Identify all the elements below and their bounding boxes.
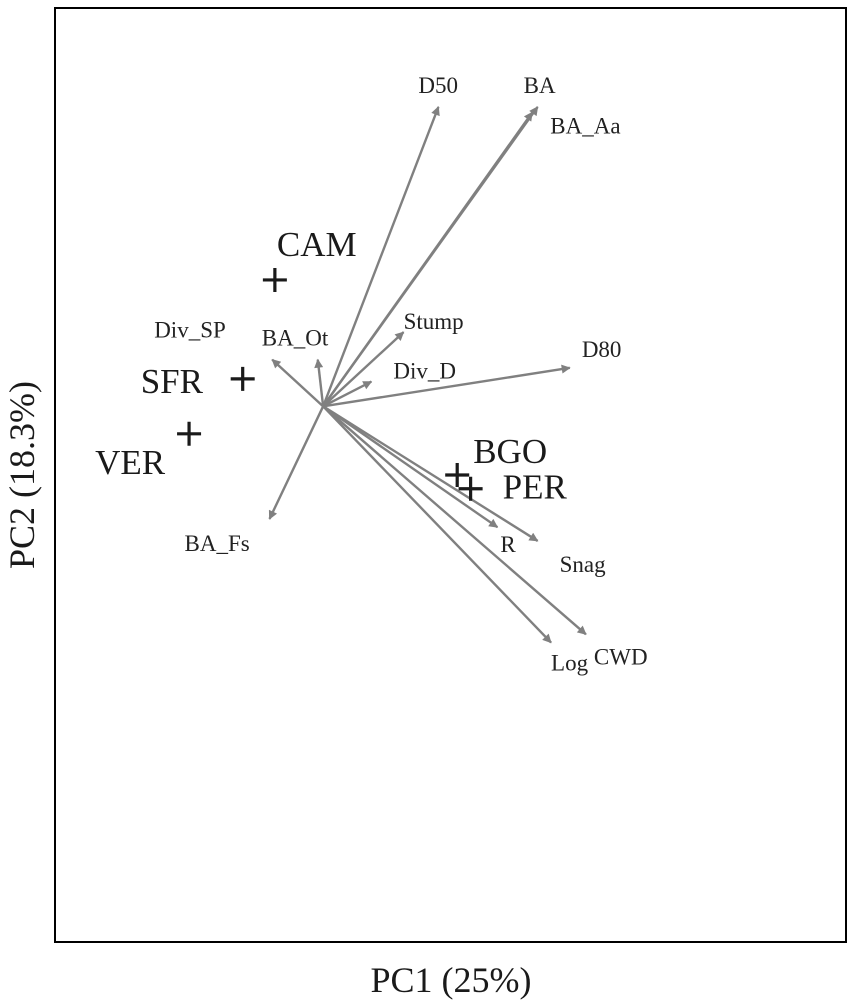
- loading-label-ba-ot: BA_Ot: [262, 326, 329, 351]
- loading-label-cwd: CWD: [594, 644, 648, 669]
- loading-label-d80: D80: [582, 337, 622, 362]
- loading-label-snag: Snag: [560, 552, 607, 577]
- site-label-per: PER: [503, 468, 568, 507]
- x-axis-label: PC1 (25%): [371, 960, 532, 1000]
- loading-label-stump: Stump: [404, 309, 464, 334]
- loading-arrow-div-d: [322, 380, 373, 408]
- loading-arrow-r: [322, 405, 499, 529]
- loading-arrow-log: [322, 405, 552, 644]
- site-marker-bgo: [445, 463, 470, 487]
- y-axis-label: PC2 (18.3%): [2, 381, 42, 569]
- loading-arrow-cwd: [322, 405, 587, 636]
- loading-label-r: R: [500, 532, 516, 557]
- loading-arrow-ba-fs: [268, 405, 325, 520]
- loading-label-ba-fs: BA_Fs: [185, 531, 250, 556]
- site-marker-per: [458, 476, 483, 501]
- loading-label-ba-aa: BA_Aa: [550, 113, 620, 138]
- loading-label-div-d: Div_D: [393, 359, 456, 384]
- site-marker-cam: [262, 267, 287, 292]
- site-marker-ver: [177, 421, 202, 446]
- loading-arrow-stump: [322, 331, 405, 408]
- loading-arrow-d50: [322, 106, 440, 407]
- site-label-cam: CAM: [277, 225, 357, 264]
- loading-arrows: D50 BA BA_Aa Stump D80 Div_D BA_Ot Div_SP BA_Fs R…: [154, 73, 647, 676]
- loading-arrow-snag: [322, 405, 539, 542]
- loading-arrow-ba-ot: [314, 358, 325, 407]
- site-marker-sfr: [230, 366, 255, 391]
- loading-label-d50: D50: [418, 73, 458, 98]
- loading-arrow-d80: [322, 364, 571, 408]
- plot-frame: [54, 7, 847, 943]
- site-label-sfr: SFR: [141, 362, 204, 401]
- site-label-bgo: BGO: [473, 432, 547, 471]
- loading-label-div-sp: Div_SP: [154, 318, 226, 343]
- loading-arrow-div-sp: [271, 358, 324, 408]
- site-label-ver: VER: [95, 443, 166, 482]
- loading-label-ba: BA: [524, 73, 556, 98]
- loading-label-log: Log: [551, 651, 589, 676]
- loading-arrow-ba-aa: [322, 111, 534, 408]
